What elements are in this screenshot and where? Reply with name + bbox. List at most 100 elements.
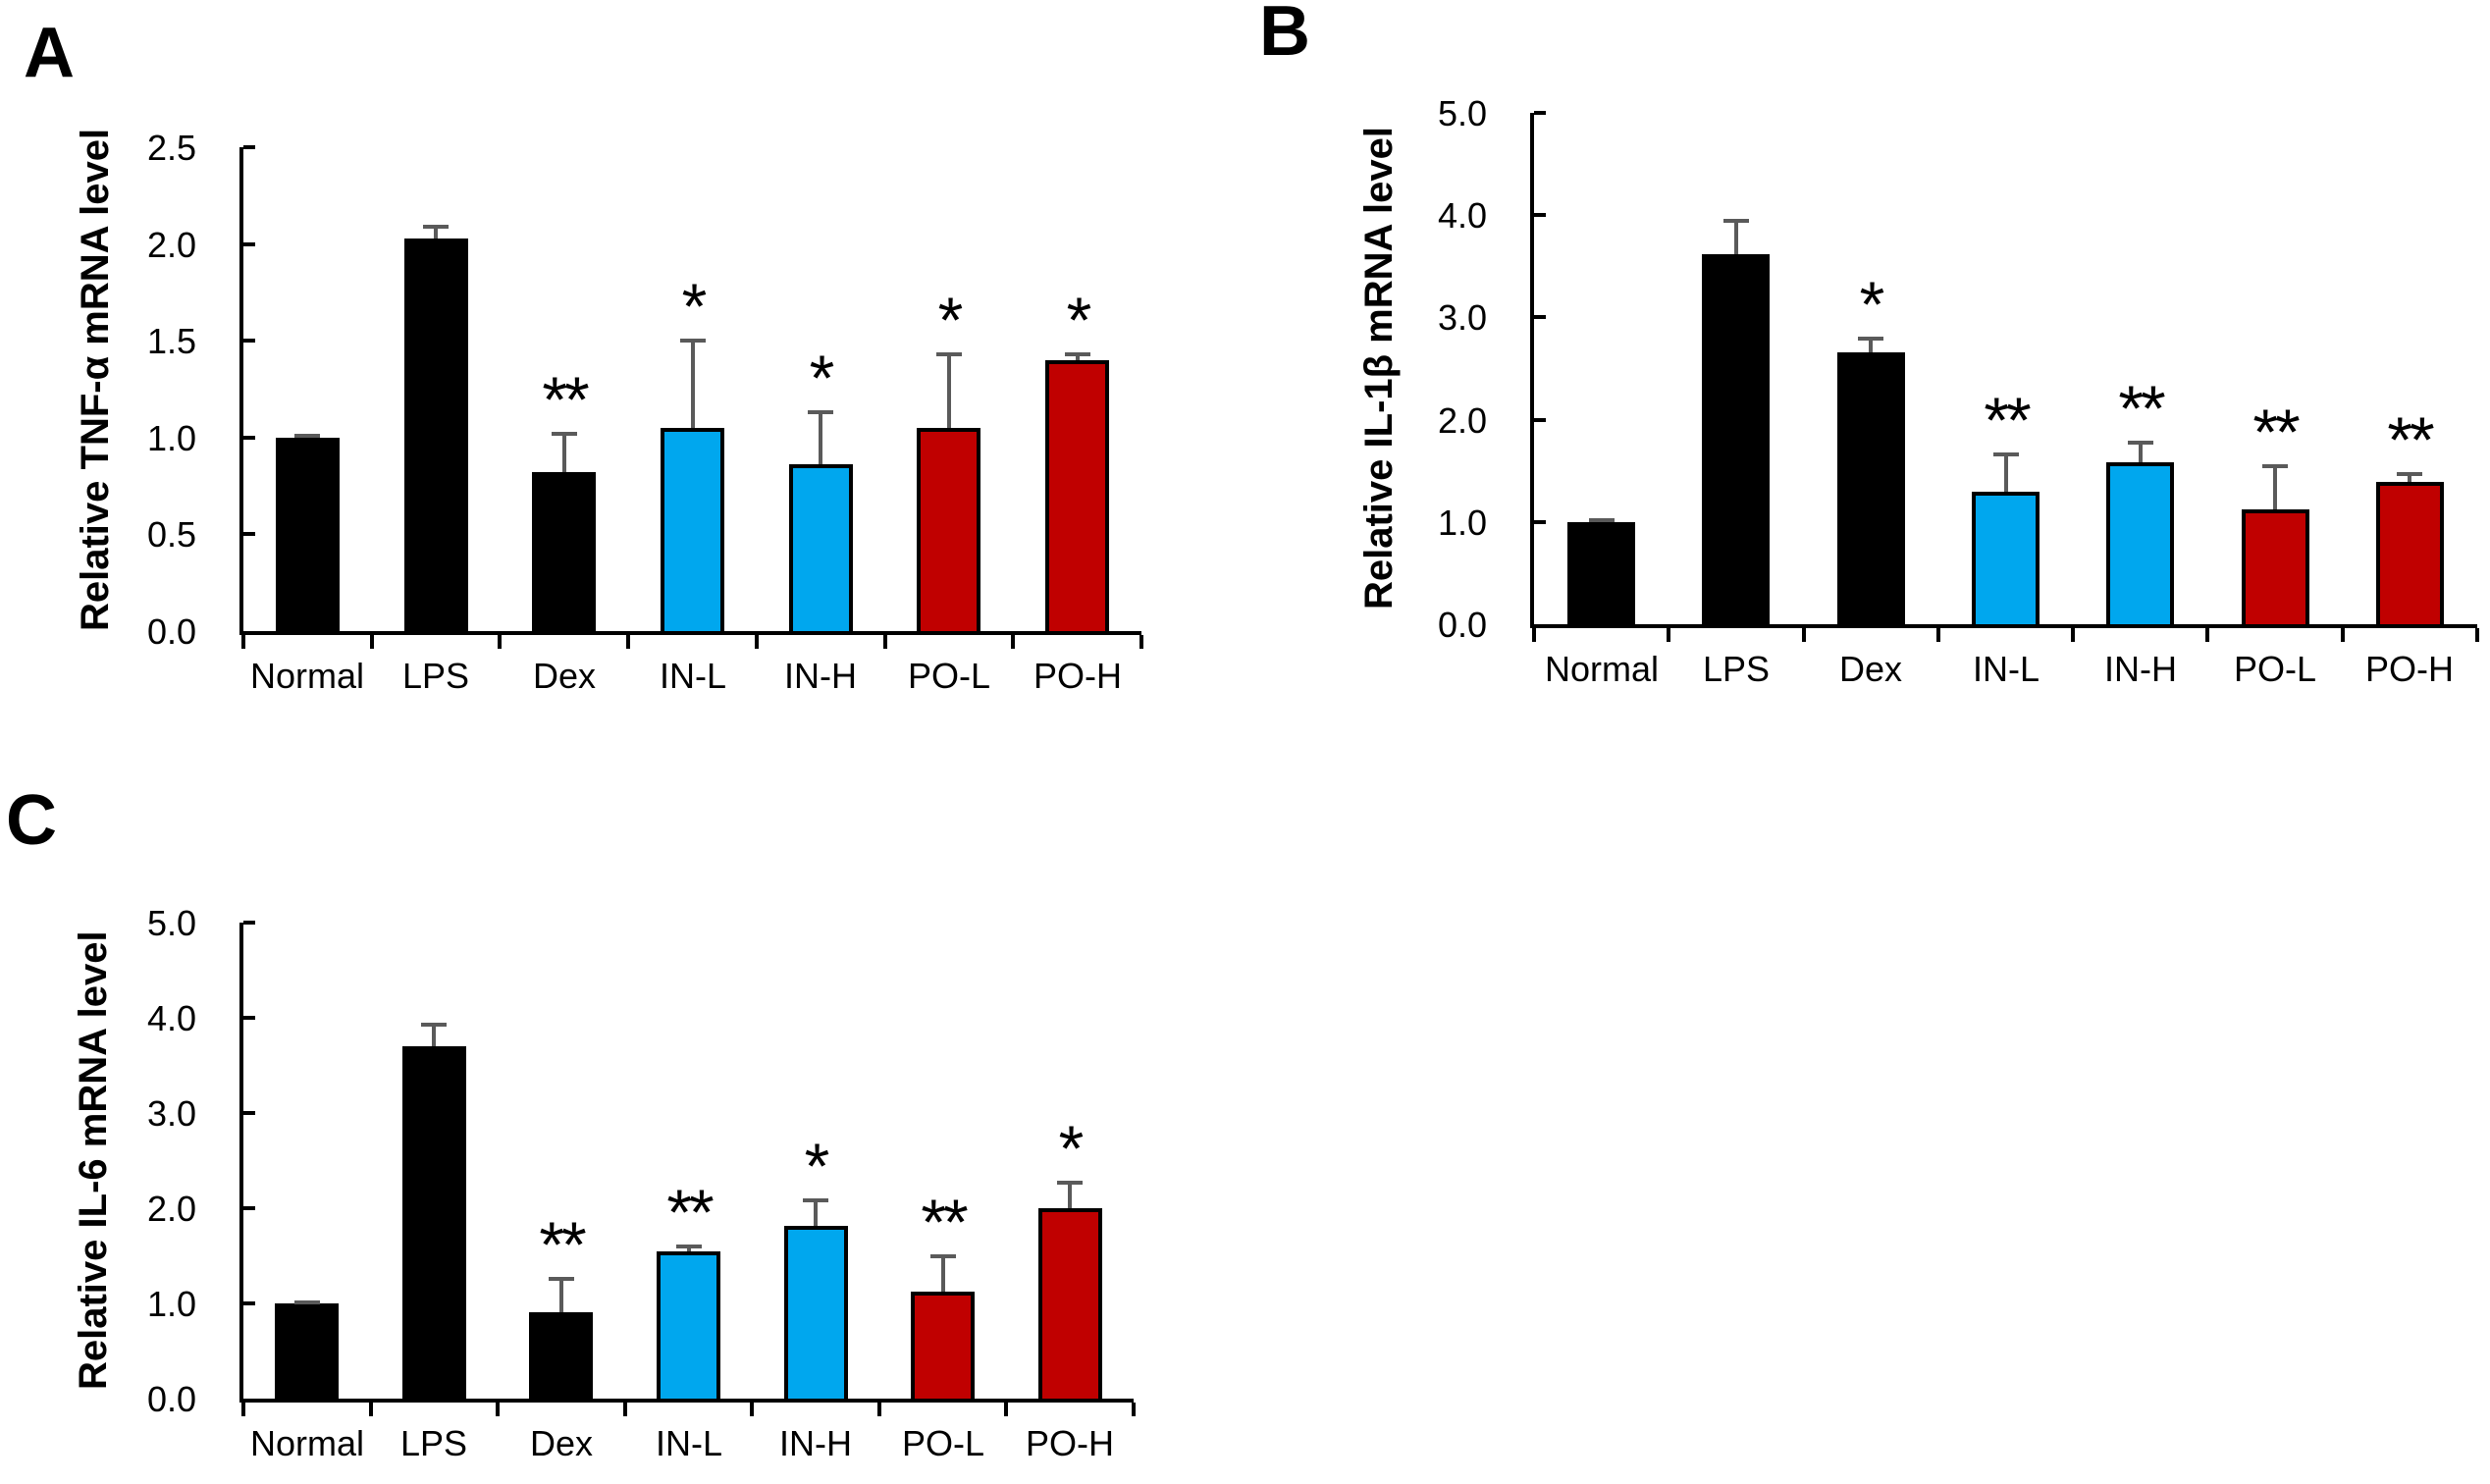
bar-Normal: [1567, 522, 1635, 624]
x-tick: [2475, 628, 2479, 642]
x-category-label: IN-H: [784, 656, 857, 696]
significance-marker: **: [666, 1176, 714, 1248]
x-category-label: IN-L: [659, 656, 726, 696]
y-tick: [1534, 315, 1546, 320]
error-bar-cap: [2128, 441, 2153, 445]
x-tick: [876, 1403, 881, 1416]
x-tick: [1532, 628, 1536, 642]
error-bar-line: [2139, 443, 2143, 462]
y-tick-label: 1.0: [146, 1284, 196, 1324]
y-tick-label: 4.0: [146, 998, 196, 1038]
error-bar-line: [687, 1246, 691, 1251]
x-tick: [369, 635, 374, 649]
significance-marker: *: [809, 342, 835, 414]
y-tick-label: 0.0: [1437, 605, 1487, 645]
x-category-label: Normal: [1544, 649, 1659, 689]
panel-letter: A: [24, 14, 75, 92]
bar-Dex: [532, 472, 596, 631]
y-tick-label: 1.0: [146, 417, 196, 458]
y-tick-label: 2.0: [146, 1189, 196, 1229]
x-axis-line: [239, 1399, 1134, 1403]
error-bar-cap: [1057, 1181, 1083, 1185]
x-tick: [241, 635, 245, 649]
x-category-label: LPS: [401, 656, 470, 696]
y-tick-label: 3.0: [1437, 297, 1487, 339]
plot-area: 0.0 1.0 2.0 3.0 4.0 5.0 Normal LPS ** Dex ** IN-L * I…: [147, 904, 1136, 1463]
panel-letter: C: [6, 781, 57, 860]
bar-PO-H: [2376, 482, 2444, 624]
y-tick-label: 0.0: [146, 1379, 196, 1419]
x-tick: [368, 1403, 373, 1416]
error-bar-cap: [936, 352, 962, 356]
y-tick: [1534, 213, 1546, 218]
x-tick: [241, 1403, 245, 1416]
y-tick: [1534, 519, 1546, 524]
x-category-label: PO-H: [1026, 1423, 1114, 1463]
y-tick: [243, 532, 255, 537]
x-tick: [622, 1403, 627, 1416]
plot-area: 0.0 0.5 1.0 1.5 2.0 2.5 Normal LPS ** Dex * IN-L * IN…: [147, 129, 1143, 696]
error-bar-line: [432, 1025, 436, 1046]
y-tick: [243, 339, 255, 344]
error-bar-line: [1869, 339, 1873, 352]
x-tick: [1935, 628, 1940, 642]
x-tick: [1004, 1403, 1009, 1416]
error-bar-cap: [1993, 452, 2019, 456]
error-bar-cap: [421, 1023, 447, 1027]
error-bar-line: [1068, 1183, 1072, 1208]
significance-marker: **: [2118, 372, 2165, 445]
bar-PO-H: [1038, 1208, 1102, 1399]
bar-IN-L: [1972, 492, 2040, 624]
bar-IN-H: [789, 464, 853, 631]
x-tick: [498, 635, 503, 649]
bar-LPS: [404, 238, 468, 631]
y-tick-label: 0.5: [146, 514, 196, 556]
x-tick: [1801, 628, 1806, 642]
x-axis-line: [1530, 624, 2477, 628]
x-tick: [626, 635, 631, 649]
error-bar-cap: [1065, 352, 1090, 356]
x-category-label: Dex: [532, 656, 597, 696]
bar-PO-H: [1045, 360, 1109, 631]
error-bar-cap: [808, 410, 833, 414]
x-category-label: Dex: [1838, 649, 1903, 689]
error-bar-line: [434, 227, 438, 238]
y-axis-title: Relative IL-6 mRNA level: [72, 930, 115, 1391]
x-category-label: PO-L: [907, 656, 991, 696]
x-axis-line: [239, 631, 1141, 635]
y-tick: [243, 145, 255, 149]
x-tick: [1667, 628, 1671, 642]
x-category-label: Normal: [249, 1423, 364, 1463]
x-tick: [2205, 628, 2210, 642]
x-category-label: Dex: [529, 1423, 594, 1463]
y-tick-label: 1.0: [1437, 502, 1487, 543]
plot-area: 0.0 1.0 2.0 3.0 4.0 5.0 Normal LPS * Dex ** IN-L ** I…: [1438, 94, 2479, 689]
error-bar-line: [562, 434, 566, 472]
error-bar-cap: [2262, 464, 2288, 468]
error-bar-line: [947, 354, 951, 428]
significance-marker: *: [1859, 268, 1885, 341]
panel-letter: B: [1259, 0, 1310, 71]
error-bar-line: [559, 1279, 563, 1312]
y-tick-label: 5.0: [1437, 93, 1487, 133]
error-bar-cap: [549, 1277, 574, 1281]
bar-Normal: [275, 1303, 339, 1399]
bar-Dex: [529, 1312, 593, 1399]
y-axis-line: [239, 147, 243, 631]
error-bar-cap: [1589, 518, 1615, 522]
x-category-label: PO-L: [901, 1423, 985, 1463]
error-bar-cap: [294, 434, 320, 438]
significance-marker: **: [539, 1208, 586, 1281]
x-tick: [1011, 635, 1016, 649]
x-category-label: IN-H: [779, 1423, 852, 1463]
significance-marker: *: [1058, 1112, 1085, 1185]
error-bar-cap: [423, 225, 449, 229]
y-tick-label: 2.0: [1437, 399, 1487, 441]
error-bar-cap: [1858, 337, 1883, 341]
y-tick: [1534, 417, 1546, 422]
x-tick: [882, 635, 887, 649]
y-tick: [243, 435, 255, 440]
bar-IN-H: [2106, 462, 2174, 624]
y-tick-label: 1.5: [146, 321, 196, 362]
